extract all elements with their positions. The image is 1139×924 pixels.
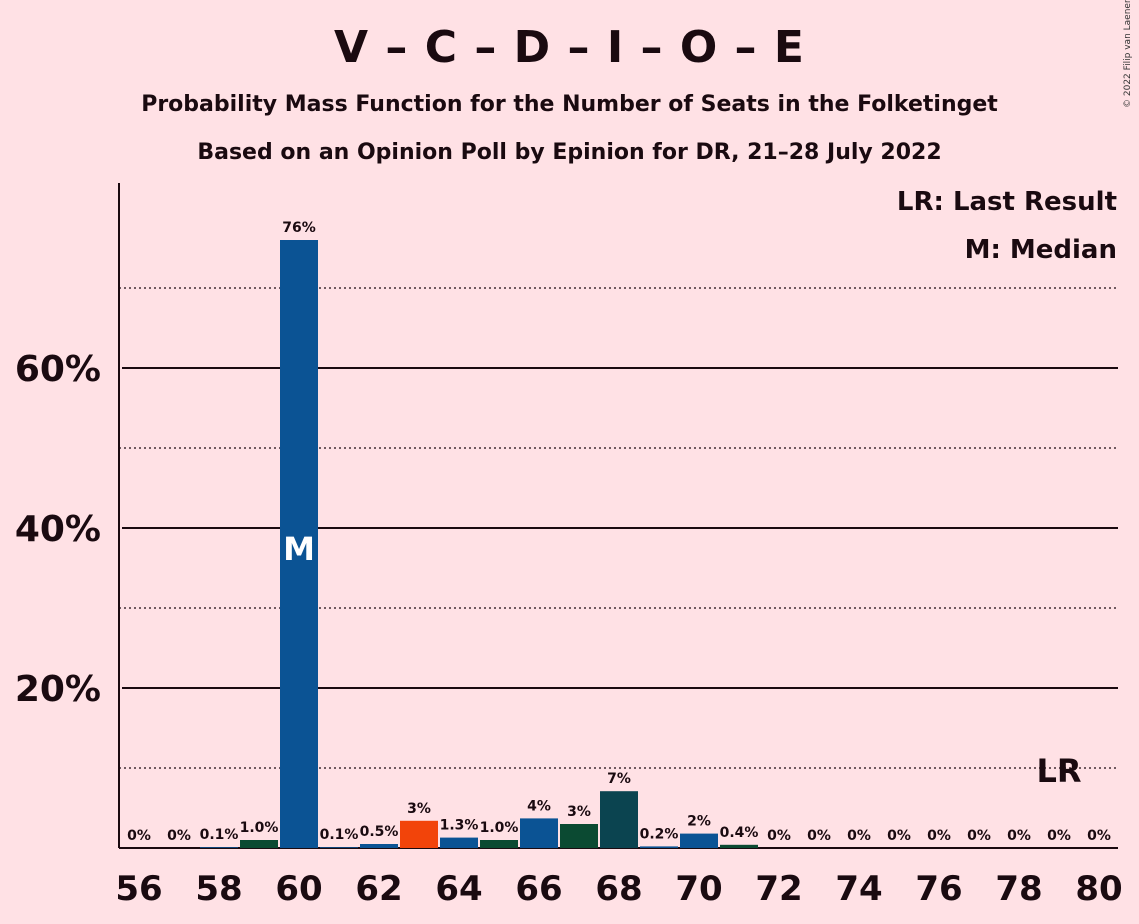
y-tick-label: 20% [15,669,101,710]
x-tick-label: 72 [755,869,802,909]
bar-value-label: 0% [1047,828,1071,844]
legend-last-result: LR: Last Result [897,187,1117,217]
bar-62 [360,844,398,848]
x-tick-label: 80 [1075,869,1122,909]
bar-value-label: 7% [607,771,631,787]
bar-68 [600,791,638,848]
x-tick-label: 74 [835,869,882,909]
x-tick-label: 58 [195,869,242,909]
y-tick-label-bg-40 [12,504,122,552]
bar-65 [480,840,518,848]
bar-64 [440,837,478,848]
bar-value-label: 0.4% [720,825,759,841]
bar-69 [640,846,678,848]
x-tick-label: 76 [915,869,962,909]
bar-value-label: 0% [167,828,191,844]
bar-value-label: 0% [967,828,991,844]
bar-value-label: 0% [767,828,791,844]
bar-value-label: 3% [407,801,431,817]
bar-58 [200,847,238,848]
bar-value-label: 0.5% [360,824,399,840]
bar-61 [320,847,358,848]
x-tick-label: 56 [115,869,162,909]
median-marker: M [283,530,315,568]
last-result-marker: LR [1036,752,1081,790]
legend-median: M: Median [965,235,1117,265]
bar-value-label: 0% [1007,828,1031,844]
bar-63 [400,820,438,848]
bar-value-label: 0.1% [200,827,239,843]
bar-59 [240,840,278,848]
bar-value-label: 0% [927,828,951,844]
x-tick-label: 78 [995,869,1042,909]
y-tick-label-bg-60 [12,344,122,392]
chart-subtitle-2: Based on an Opinion Poll by Epinion for … [197,140,942,165]
bar-value-label: 0% [1087,828,1111,844]
bar-value-label: 0% [887,828,911,844]
chart-title: V – C – D – I – O – E [334,22,805,73]
bar-value-label: 1.0% [480,820,519,836]
x-tick-label: 68 [595,869,642,909]
bar-value-label: 0% [847,828,871,844]
y-tick-label: 40% [15,509,101,550]
x-tick-label: 64 [435,869,482,909]
bar-value-label: 0% [127,828,151,844]
bar-value-label: 1.3% [440,818,479,834]
bar-value-label: 4% [527,798,551,814]
bar-value-label: 76% [282,220,316,236]
x-tick-label: 62 [355,869,402,909]
bar-60 [280,240,318,848]
bar-66 [520,818,558,848]
y-tick-label-bg-20 [12,664,122,712]
bar-value-label: 0.2% [640,826,679,842]
bar-67 [560,824,598,848]
bar-value-label: 1.0% [240,820,279,836]
bar-70 [680,833,718,848]
y-tick-label: 60% [15,349,101,390]
x-tick-label: 66 [515,869,562,909]
bar-value-label: 0.1% [320,827,359,843]
x-tick-label: 60 [275,869,322,909]
bar-value-label: 2% [687,814,711,830]
bar-71 [720,844,758,848]
bar-value-label: 0% [807,828,831,844]
x-tick-label: 70 [675,869,722,909]
chart-subtitle: Probability Mass Function for the Number… [141,92,998,117]
bar-value-label: 3% [567,804,591,820]
